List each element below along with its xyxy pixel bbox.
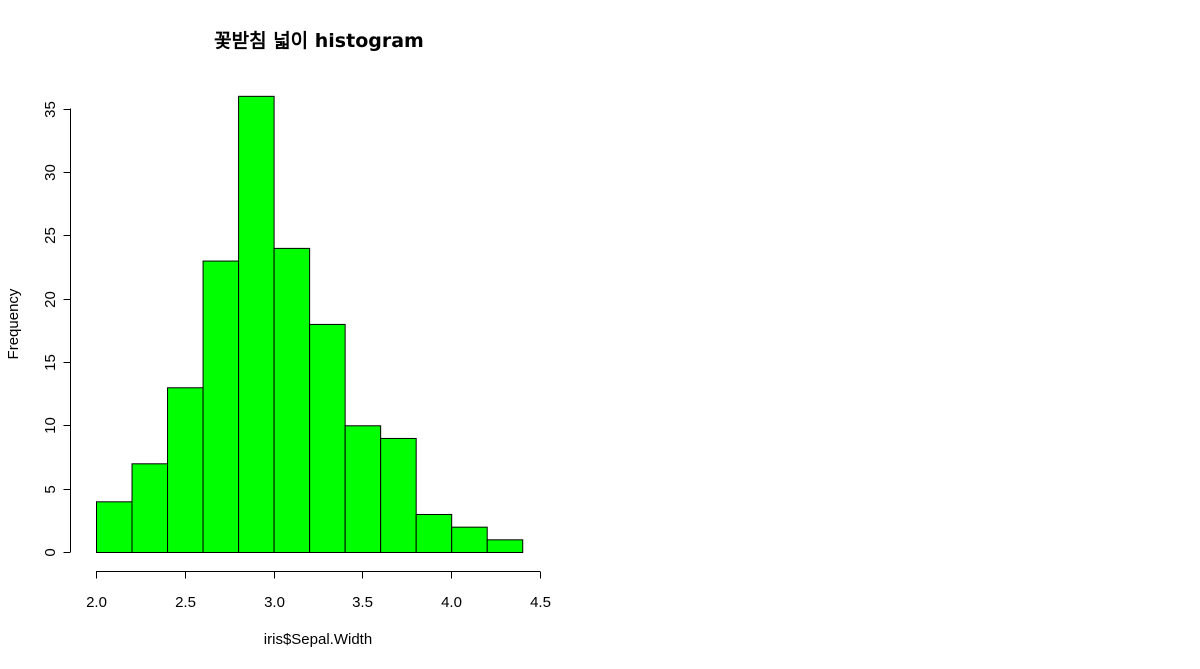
histogram-bar-11 [451,526,488,554]
histogram-bar-1 [96,501,133,554]
x-tick-label: 4.5 [530,594,551,611]
histogram-bar-7 [309,323,346,553]
x-tick-label: 2.5 [175,594,196,611]
y-tick-label: 25 [42,227,59,244]
y-tick-label: 15 [42,354,59,371]
y-tick-label: 20 [42,291,59,308]
histogram-bar-6 [273,247,311,553]
x-axis: 2.0 2.5 3.0 3.5 4.0 4.5 [86,571,551,611]
x-tick-label: 4.0 [441,594,462,611]
y-tick-label: 0 [42,548,59,556]
histogram-bar-8 [344,425,382,553]
x-tick-label: 2.0 [86,594,107,611]
bars-group [96,95,524,554]
y-axis-label: Frequency [5,288,22,359]
histogram-bar-2 [131,463,169,553]
x-axis-label: iris$Sepal.Width [264,631,372,648]
y-axis: 0 5 10 15 20 25 30 35 [42,101,71,557]
histogram-bar-12 [486,539,524,553]
histogram-bar-9 [380,437,417,554]
y-tick-label: 35 [42,101,59,118]
x-tick-label: 3.5 [352,594,373,611]
chart-title: 꽃받침 넓이 histogram [214,30,424,52]
histogram-bar-3 [167,387,204,553]
y-tick-label: 10 [42,417,59,434]
histogram-bar-10 [415,513,453,554]
histogram-bar-4 [202,260,240,553]
x-tick-label: 3.0 [264,594,285,611]
histogram-bar-5 [238,95,275,553]
y-tick-label: 5 [42,485,59,493]
y-tick-label: 30 [42,164,59,181]
